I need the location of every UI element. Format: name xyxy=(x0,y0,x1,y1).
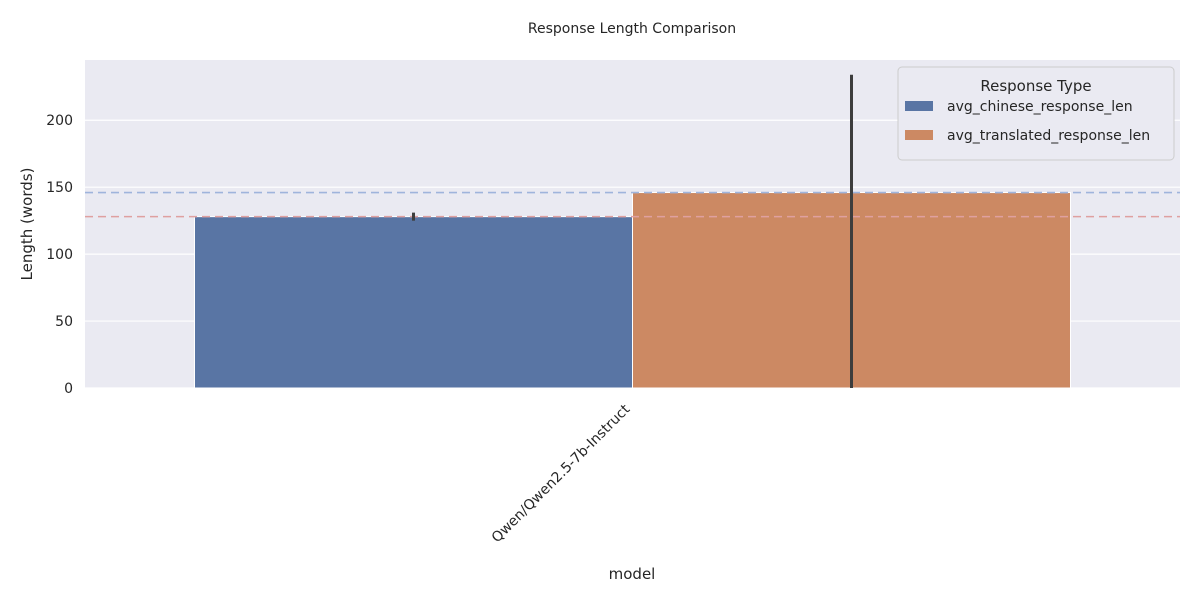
legend-title: Response Type xyxy=(980,77,1091,95)
y-tick-label: 50 xyxy=(55,314,73,330)
reference-lines xyxy=(85,191,1180,218)
bar-0-0 xyxy=(194,216,633,389)
legend-label-translated: avg_translated_response_len xyxy=(947,128,1150,144)
x-tick-label: Qwen/Qwen2.5-7b-Instruct xyxy=(489,401,634,546)
y-tick-label: 100 xyxy=(46,247,73,263)
y-axis-label: Length (words) xyxy=(18,168,36,281)
legend-label-chinese: avg_chinese_response_len xyxy=(947,99,1133,115)
y-tick-labels: 0 50 100 150 200 xyxy=(46,113,73,397)
error-bars xyxy=(412,74,853,388)
legend-swatch-translated xyxy=(905,130,933,140)
y-tick-label: 150 xyxy=(46,180,73,196)
x-axis-label: model xyxy=(609,565,656,583)
legend-swatch-chinese xyxy=(905,101,933,111)
legend: Response Type avg_chinese_response_len a… xyxy=(897,66,1175,161)
y-tick-label: 0 xyxy=(64,381,73,397)
x-tick-labels: Qwen/Qwen2.5-7b-Instruct xyxy=(489,401,634,546)
bars xyxy=(194,192,1071,389)
legend-frame xyxy=(897,66,1175,161)
y-tick-label: 200 xyxy=(46,113,73,129)
chart-title: Response Length Comparison xyxy=(528,21,736,37)
